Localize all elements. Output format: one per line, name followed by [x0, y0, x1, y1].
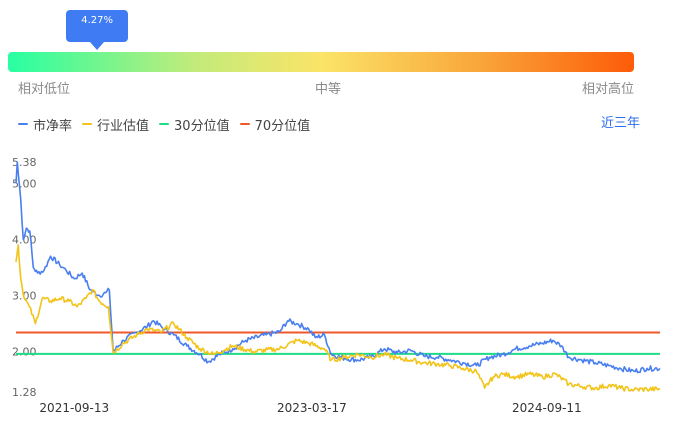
percentile-marker: 4.27% — [66, 10, 129, 50]
y-axis-ticks: 5.385.004.003.002.001.28 — [12, 156, 37, 399]
x-tick-label: 2024-09-11 — [512, 401, 582, 415]
gauge-low-label: 相对低位 — [18, 82, 71, 97]
legend-label-industry: 行业估值 — [97, 118, 150, 134]
y-tick-label: 5.38 — [12, 156, 37, 169]
legend-swatch-p70 — [239, 123, 250, 125]
legend-label-p70: 70分位值 — [254, 118, 311, 134]
legend-swatch-pb — [18, 123, 28, 125]
percentile-marker-label: 4.27% — [66, 10, 129, 42]
percentile-marker-pointer — [90, 42, 105, 50]
x-axis-ticks: 2021-09-13 2023-03-17 2024-09-11 — [39, 401, 581, 415]
legend-label-pb: 市净率 — [33, 118, 73, 134]
x-tick-label: 2023-03-17 — [277, 401, 347, 415]
legend-item-p70[interactable]: 70分位值 — [239, 115, 311, 134]
legend-swatch-industry — [82, 123, 93, 125]
series-line-0 — [15, 161, 661, 374]
period-selector[interactable]: 近三年 — [600, 116, 640, 131]
y-tick-label: 1.28 — [12, 386, 37, 399]
x-tick-label: 2021-09-13 — [39, 401, 109, 415]
legend-item-pb[interactable]: 市净率 — [18, 115, 72, 134]
legend-item-industry[interactable]: 行业估值 — [82, 115, 149, 134]
legend-item-p30[interactable]: 30分位值 — [159, 115, 230, 134]
y-tick-label: 2.00 — [12, 346, 37, 359]
valuation-gauge-bar — [8, 52, 634, 72]
legend-label-p30: 30分位值 — [174, 118, 230, 134]
chart-legend: 市净率 行业估值 30分位值 70分位值 — [18, 114, 320, 134]
legend-swatch-p30 — [159, 123, 170, 125]
reference-lines — [16, 331, 660, 355]
series-line-1 — [15, 244, 661, 393]
gauge-mid-label: 中等 — [315, 82, 342, 97]
series-lines — [15, 161, 661, 393]
gauge-high-label: 相对高位 — [582, 82, 635, 97]
y-tick-label: 5.00 — [12, 177, 37, 190]
valuation-line-chart: 5.385.004.003.002.001.28 2021-09-13 2023-… — [12, 156, 661, 415]
